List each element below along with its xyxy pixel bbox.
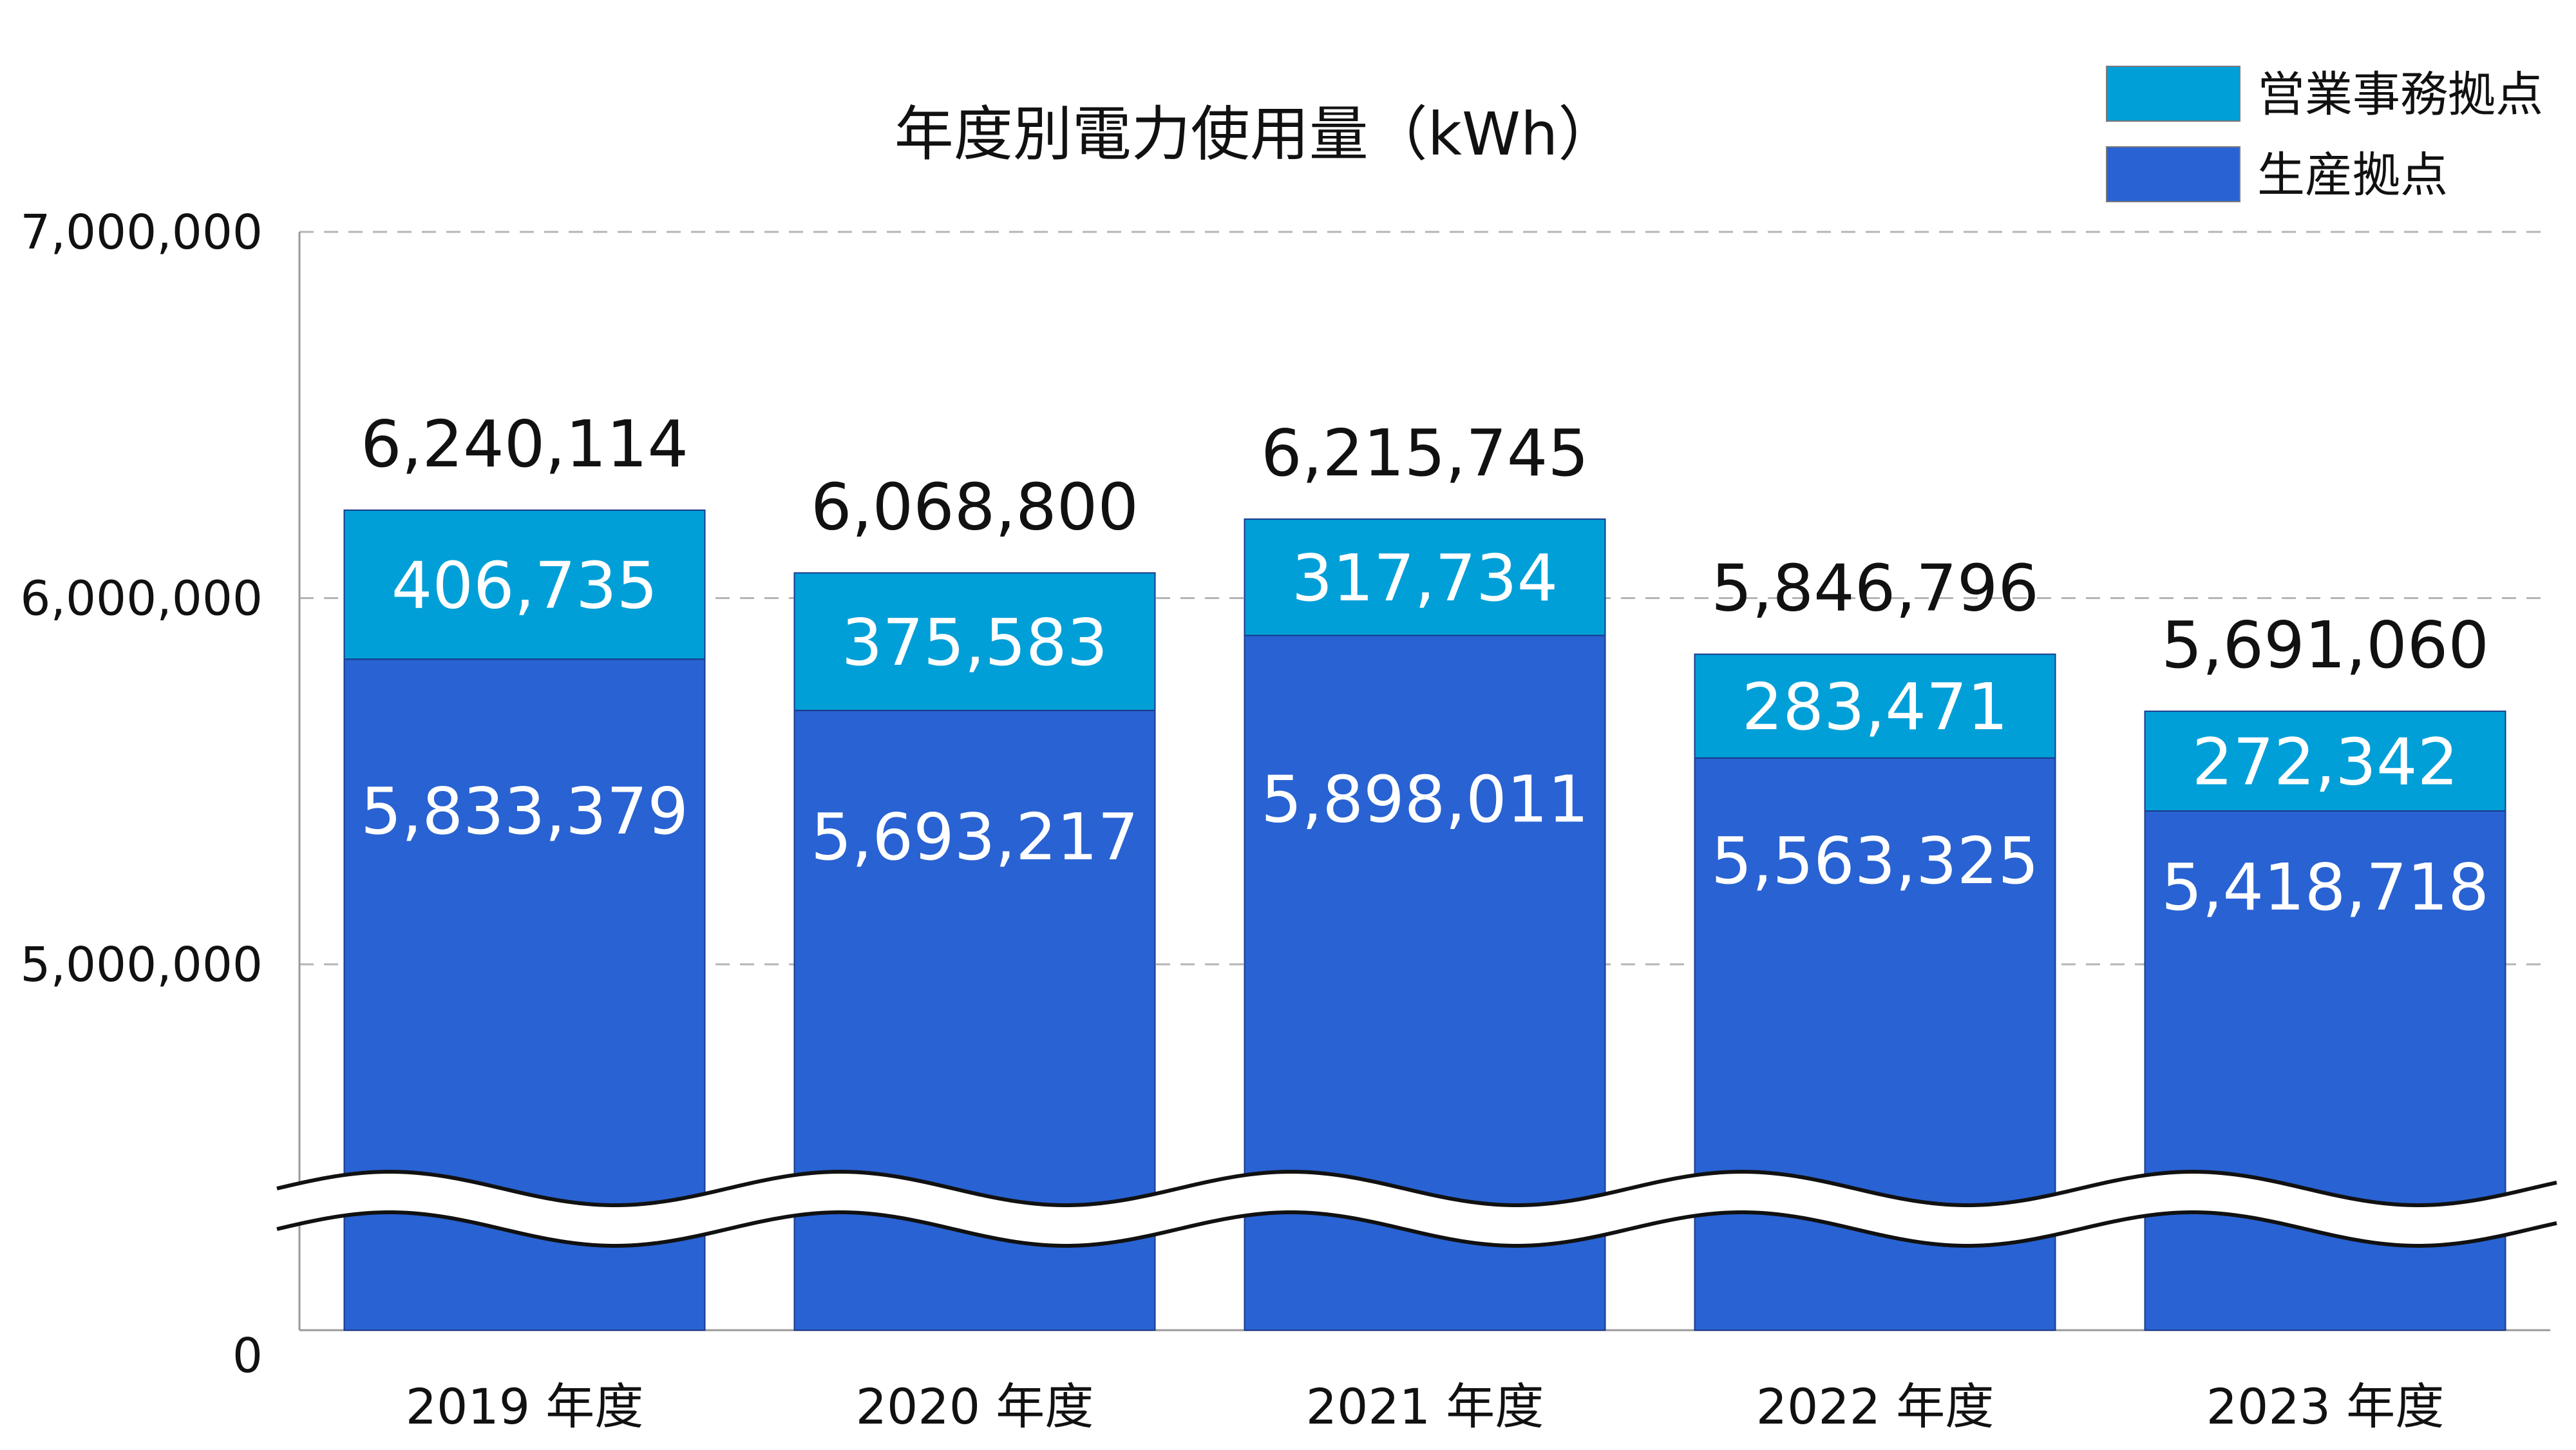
- legend-label-production: 生産拠点: [2257, 148, 2448, 203]
- value-label-office: 272,342: [2192, 725, 2459, 800]
- value-label-production: 5,418,718: [2161, 850, 2489, 925]
- y-tick-label: 0: [232, 1328, 263, 1384]
- value-label-production: 5,693,217: [811, 799, 1139, 875]
- axis-break-band: [277, 1172, 2560, 1246]
- x-tick-label: 2022 年度: [1756, 1378, 1994, 1435]
- total-label: 5,846,796: [1711, 551, 2039, 626]
- y-tick-label: 6,000,000: [20, 571, 263, 627]
- x-tick-label: 2020 年度: [856, 1378, 1094, 1435]
- legend-swatch-production: [2106, 146, 2240, 202]
- y-tick-label: 5,000,000: [20, 937, 263, 993]
- x-tick-label: 2021 年度: [1306, 1378, 1544, 1435]
- bar-office: [1244, 518, 1606, 636]
- total-label: 6,068,800: [811, 469, 1139, 544]
- value-label-office: 283,471: [1742, 669, 2009, 745]
- total-label: 6,240,114: [361, 406, 688, 482]
- value-label-office: 375,583: [842, 605, 1108, 680]
- value-label-production: 5,898,011: [1261, 762, 1589, 837]
- data-labels: 5,833,379 406,735 6,240,114 5,693,217 375,58…: [361, 406, 2489, 925]
- x-tick-label: 2019 年度: [406, 1378, 644, 1435]
- x-tick-label: 2023 年度: [2206, 1378, 2445, 1435]
- total-label: 5,691,060: [2161, 607, 2489, 683]
- y-tick-label: 7,000,000: [20, 205, 263, 260]
- x-tick-labels: 2019 年度 2020 年度 2021 年度 2022 年度 2023 年度: [406, 1378, 2445, 1435]
- chart-title: 年度別電力使用量（kWh）: [895, 100, 1618, 169]
- legend-swatch-office: [2106, 66, 2240, 122]
- legend: 営業事務拠点 生産拠点: [2106, 66, 2543, 203]
- value-label-office: 317,734: [1292, 540, 1558, 616]
- value-label-office: 406,735: [392, 548, 658, 624]
- value-label-production: 5,833,379: [361, 774, 688, 849]
- bar-office: [1694, 653, 2056, 759]
- bar-office: [2144, 711, 2506, 812]
- total-label: 6,215,745: [1261, 415, 1589, 491]
- axis-break-line: [276, 1170, 2557, 1207]
- legend-label-office: 営業事務拠点: [2257, 67, 2543, 122]
- bar-office: [793, 572, 1156, 711]
- value-label-production: 5,563,325: [1711, 823, 2039, 899]
- bar-office: [343, 509, 706, 660]
- axis-break-line: [276, 1210, 2557, 1248]
- y-tick-labels: 0 5,000,000 6,000,000 7,000,000: [20, 205, 263, 1384]
